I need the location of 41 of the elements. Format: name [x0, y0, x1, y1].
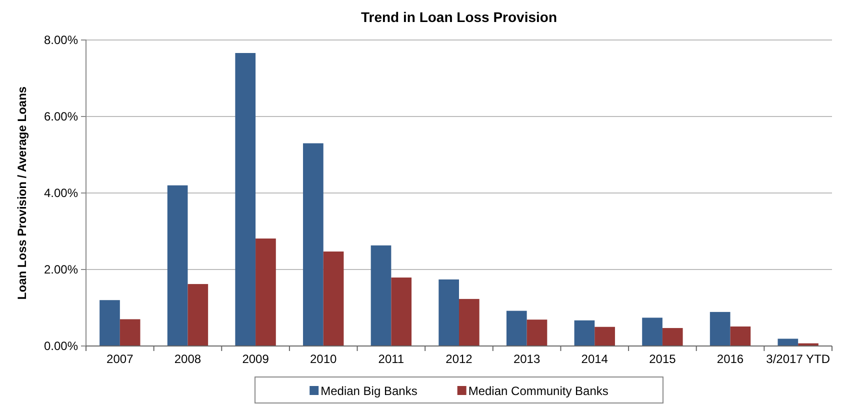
bar — [730, 326, 751, 346]
bar — [438, 279, 459, 346]
bar — [506, 310, 527, 346]
x-tick-label: 2011 — [378, 352, 404, 366]
legend-label: Median Big Banks — [320, 384, 418, 398]
x-tick-label: 2007 — [106, 352, 134, 366]
bar — [526, 320, 548, 346]
bar — [235, 53, 256, 346]
bar — [303, 143, 324, 346]
bar — [594, 326, 615, 346]
bar — [100, 300, 120, 346]
bar — [710, 312, 730, 346]
bar — [459, 298, 480, 346]
x-tick-label: 2008 — [174, 352, 202, 366]
bar — [574, 320, 595, 346]
y-tick-label: 2.00% — [44, 262, 78, 276]
x-tick-label: 2013 — [513, 352, 540, 366]
bar — [188, 284, 208, 346]
bar — [391, 278, 412, 346]
y-tick-label: 4.00% — [44, 186, 78, 200]
bar — [370, 245, 392, 346]
x-tick-label: 2009 — [242, 352, 270, 366]
x-tick-label: 2016 — [716, 352, 744, 366]
x-tick-label: 3/2017 YTD — [766, 352, 830, 366]
x-tick-label: 2014 — [581, 352, 608, 366]
bar — [642, 318, 662, 346]
y-tick-label: 8.00% — [44, 32, 78, 47]
x-tick-label: 2012 — [446, 352, 473, 366]
x-tick-label: 2015 — [649, 352, 676, 366]
bar — [323, 252, 344, 346]
bar — [662, 328, 683, 346]
bar — [256, 238, 276, 346]
y-tick-label: 6.00% — [44, 109, 78, 124]
y-axis-title: Loan Loss Provision / Average Loans — [15, 86, 29, 300]
legend-label: Median Community Banks — [468, 384, 608, 398]
y-tick-label: 0.00% — [44, 338, 78, 353]
bar — [120, 319, 140, 346]
x-tick-label: 2010 — [310, 352, 338, 366]
bar — [167, 185, 188, 346]
chart-title: Trend in Loan Loss Provision — [360, 9, 558, 25]
bar — [778, 338, 798, 346]
